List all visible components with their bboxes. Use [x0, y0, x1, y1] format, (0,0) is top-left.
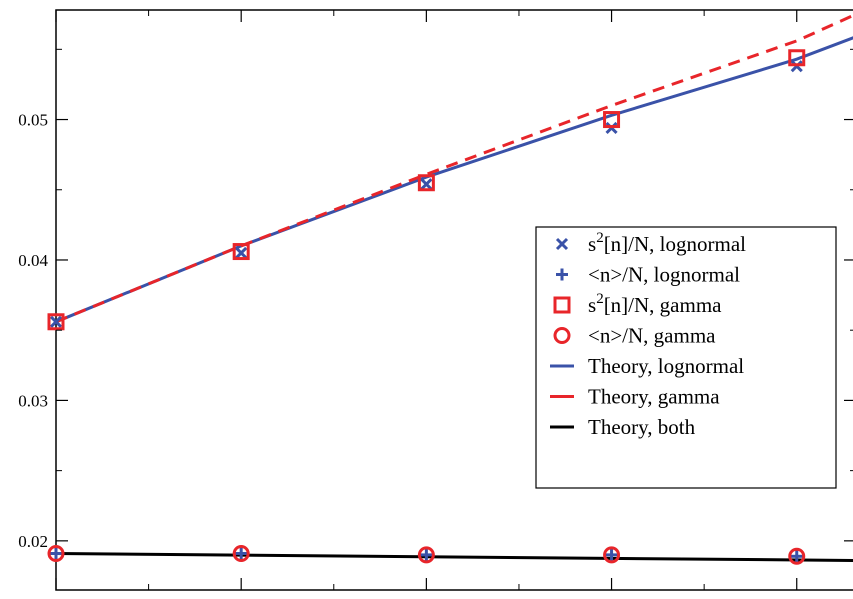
data-point-n-n-lognormal: [235, 547, 248, 560]
data-point-n-n-lognormal: [420, 548, 433, 561]
data-point-n-n-gamma: [788, 547, 806, 565]
legend-label-superscript: 2: [596, 230, 604, 246]
x-marker-stroke: [555, 237, 569, 251]
axis-layer: 0 0.25 0.5 0.75 1 0.02 0.03 0.04 0.05: [18, 10, 853, 599]
x-tick-label: 0.5: [416, 596, 437, 599]
data-point-n-n-gamma: [232, 544, 250, 562]
legend-label-base: <n>/N, gamma: [588, 324, 716, 348]
legend-symbol-n-n-gamma: [553, 327, 571, 344]
data-point-n-n-gamma: [603, 546, 621, 564]
data-point-s2-n-n-gamma: [417, 174, 435, 192]
y-tick-label: 0.03: [18, 391, 48, 410]
x-marker-stroke: [420, 178, 433, 191]
legend-box: [535, 226, 837, 489]
legend-label: <n>/N, lognormal: [588, 263, 740, 287]
series-line-theory-gamma: [55, 13, 853, 324]
legend-symbol-n-n-lognormal: [556, 268, 568, 281]
plot-frame: [55, 9, 853, 591]
legend-label-rest: [n]/N, lognormal: [604, 232, 746, 256]
legend-label-base: Theory, both: [588, 415, 696, 439]
series-layer: [47, 13, 853, 565]
data-point-n-n-lognormal: [790, 550, 803, 563]
x-tick-label: 0: [52, 596, 61, 599]
legend-label: Theory, gamma: [588, 385, 720, 409]
data-point-n-n-gamma: [417, 546, 435, 564]
legend-symbol-s-n-n-lognormal: [555, 237, 569, 251]
data-point-s2-n-n-gamma: [788, 49, 806, 67]
x-tick-label: 0.75: [597, 596, 627, 599]
legend-label-base: Theory, lognormal: [588, 354, 744, 378]
x-marker-stroke: [49, 315, 63, 328]
data-point-s2-n-n-gamma: [47, 313, 65, 331]
y-tick-label: 0.05: [18, 111, 48, 130]
data-point-s2-n-n-gamma: [603, 111, 621, 129]
legend-label-base: Theory, gamma: [588, 385, 720, 409]
legend-label: <n>/N, gamma: [588, 324, 716, 348]
data-point-n-n-gamma: [47, 544, 65, 562]
series-line-theory-both: [55, 552, 853, 562]
x-marker-stroke: [235, 246, 248, 260]
legend-label: s2[n]/N, gamma: [588, 291, 722, 317]
legend-label: Theory, lognormal: [588, 354, 744, 378]
y-tick-label: 0.02: [18, 532, 48, 551]
legend: s2[n]/N, lognormal<n>/N, lognormals2[n]/…: [535, 226, 837, 489]
data-point-s2-n-n-lognormal: [49, 315, 63, 328]
x-tick-label: 1: [792, 596, 801, 599]
data-point-n-n-lognormal: [605, 548, 618, 561]
legend-label-base: s: [588, 232, 596, 256]
legend-label-base: <n>/N, lognormal: [588, 263, 740, 287]
legend-label-superscript: 2: [596, 291, 604, 307]
data-point-n-n-lognormal: [50, 547, 62, 560]
data-point-s2-n-n-lognormal: [235, 246, 248, 260]
data-point-s2-n-n-lognormal: [420, 178, 433, 191]
legend-items: s2[n]/N, lognormal<n>/N, lognormals2[n]/…: [550, 230, 746, 439]
legend-symbol-s-n-n-gamma: [553, 296, 571, 314]
legend-label-base: s: [588, 293, 596, 317]
data-point-s2-n-n-gamma: [232, 243, 250, 261]
x-tick-label: 0.25: [226, 596, 256, 599]
legend-label-rest: [n]/N, gamma: [604, 293, 722, 317]
legend-label: Theory, both: [588, 415, 696, 439]
legend-label: s2[n]/N, lognormal: [588, 230, 746, 256]
y-tick-label: 0.04: [18, 251, 48, 270]
